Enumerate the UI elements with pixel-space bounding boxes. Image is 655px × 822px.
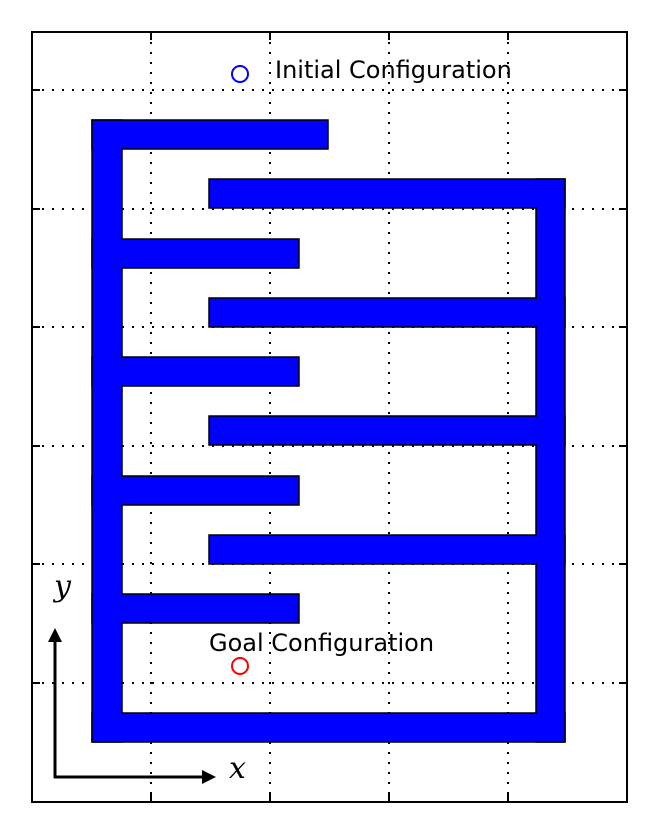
- tick-marks: [32, 32, 627, 802]
- initial-marker-icon: [231, 65, 249, 83]
- x-axis-label: x: [229, 751, 246, 786]
- goal-configuration-label: Goal Configuration: [209, 629, 434, 657]
- goal-marker-icon: [231, 657, 249, 675]
- initial-configuration-label: Initial Configuration: [275, 56, 512, 84]
- grid: [32, 32, 627, 802]
- maze-fill-overlay: [93, 121, 564, 741]
- y-axis-label: y: [52, 569, 72, 604]
